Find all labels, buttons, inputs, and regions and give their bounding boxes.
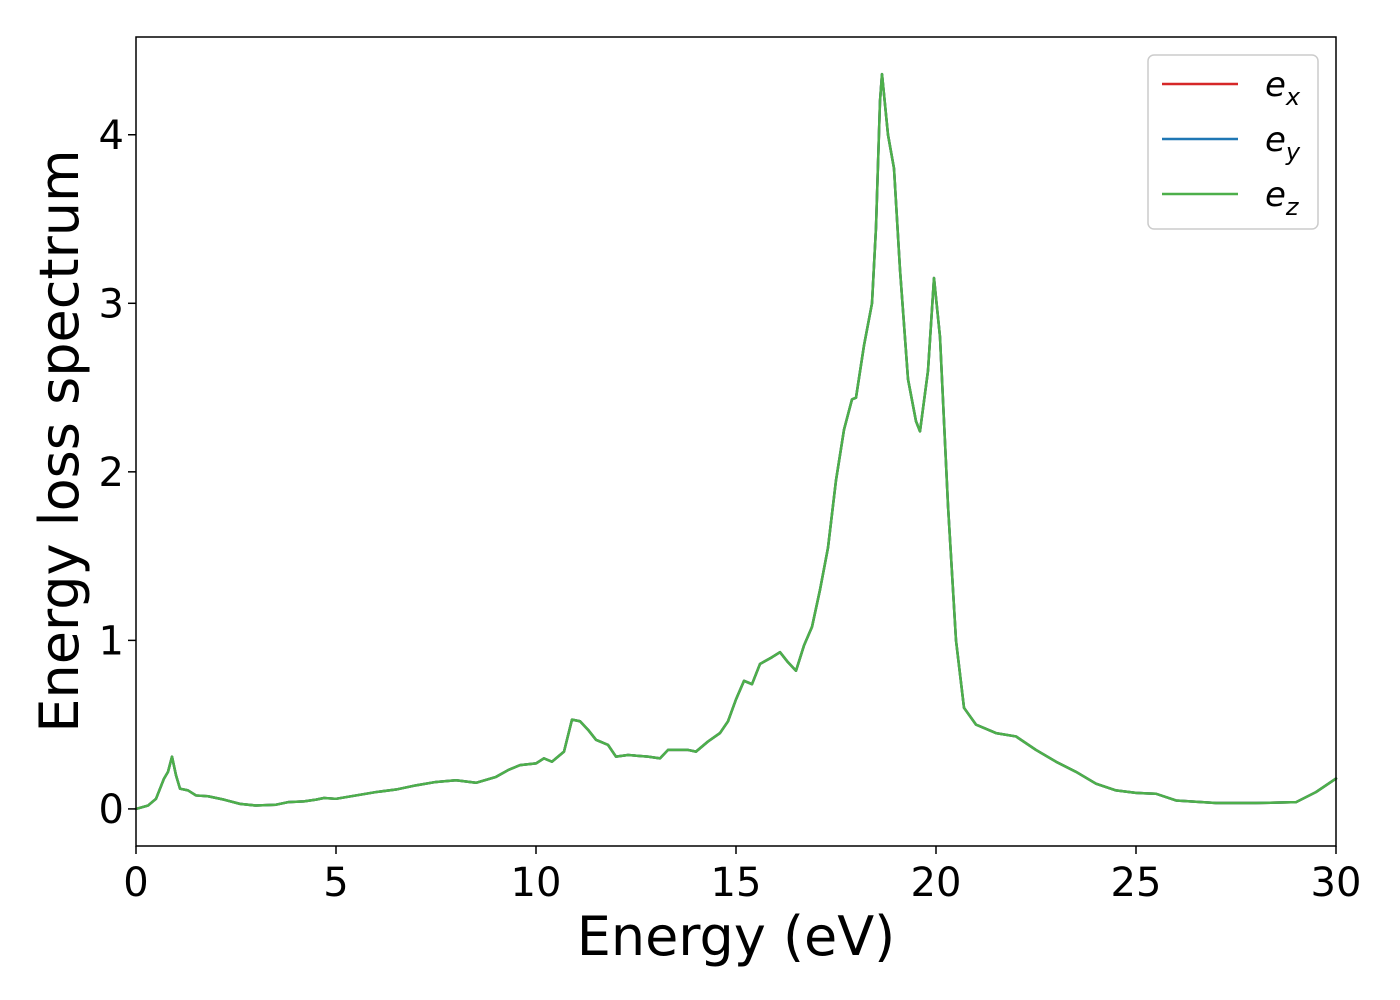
- y-axis-label: Energy loss spectrum: [28, 149, 91, 732]
- legend-frame: [1147, 54, 1319, 230]
- y-tick-label: 3: [99, 281, 124, 327]
- y-tick-label: 2: [99, 450, 124, 496]
- x-tick-label: 10: [511, 860, 562, 906]
- x-tick-label: 15: [711, 860, 762, 906]
- x-tick-label: 5: [323, 860, 348, 906]
- legend-label-x: ex: [1265, 65, 1301, 111]
- series-line-z: [134, 72, 1338, 811]
- x-tick-label: 25: [1111, 860, 1162, 906]
- y-axis-ticks: 0 1 2 3 4: [99, 113, 136, 833]
- x-tick-label: 30: [1311, 860, 1362, 906]
- legend-label-y: ey: [1265, 120, 1301, 166]
- x-tick-label: 20: [911, 860, 962, 906]
- y-tick-label: 1: [99, 618, 124, 664]
- series-layer: [134, 72, 1338, 811]
- x-axis-ticks: 0 5 10 15 20 25 30: [123, 846, 1361, 906]
- y-tick-label: 0: [99, 787, 124, 833]
- y-tick-label: 4: [99, 113, 124, 159]
- x-tick-label: 0: [123, 860, 148, 906]
- x-axis-label: Energy (eV): [577, 905, 896, 968]
